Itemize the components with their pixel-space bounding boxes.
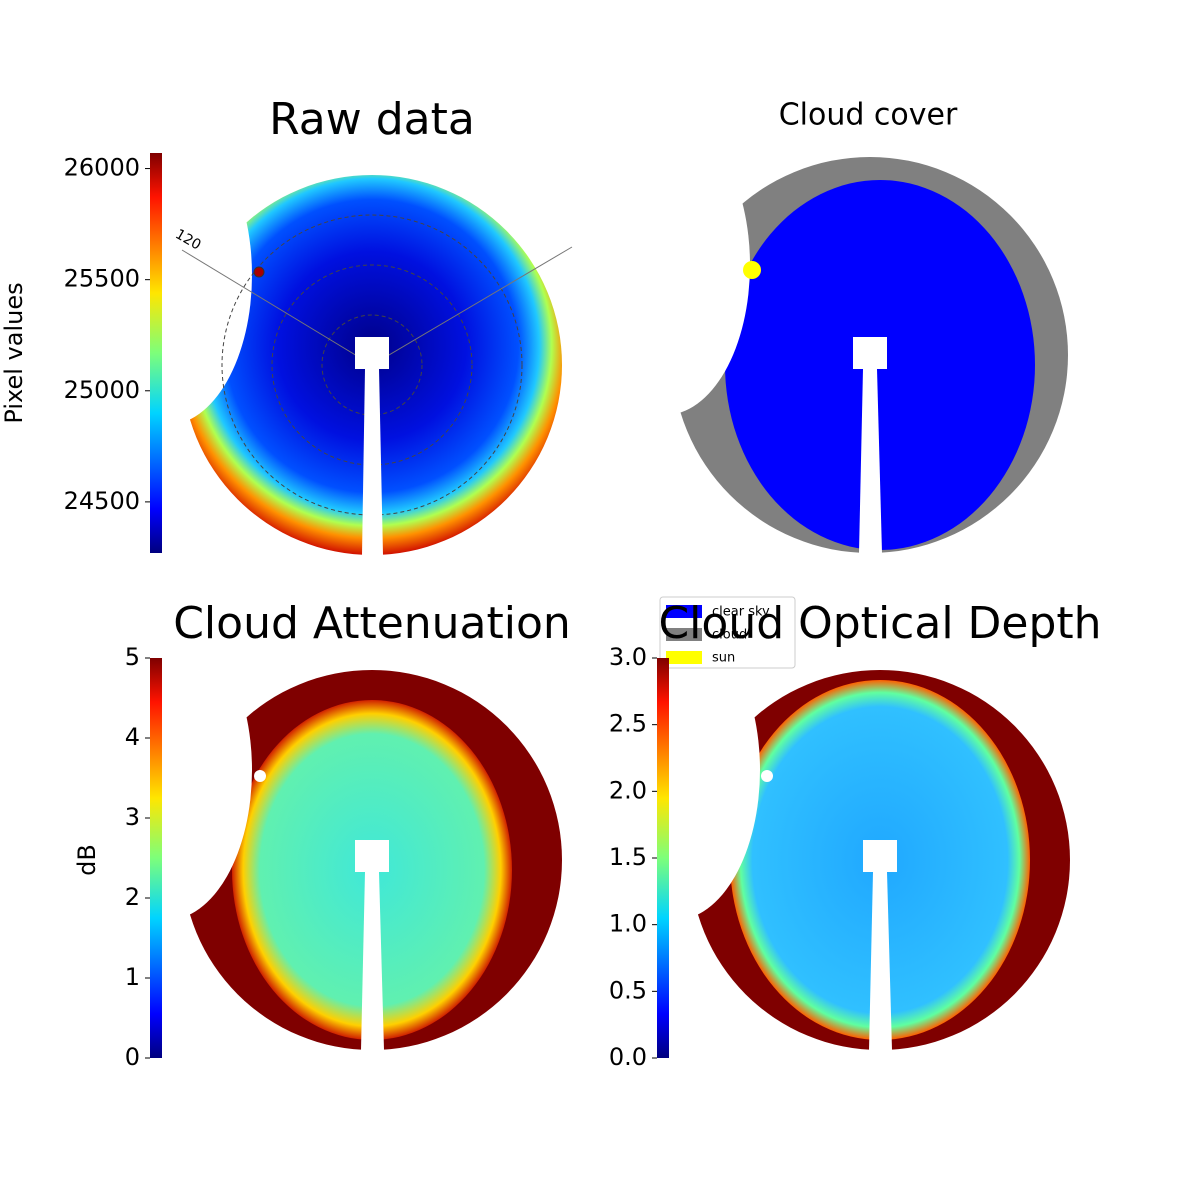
colorbar-tick-label: 1 (125, 963, 140, 991)
sky-image (82, 125, 573, 555)
legend-swatch (666, 605, 702, 618)
colorbar-tick-label: 3.0 (609, 643, 647, 671)
colorbar-tick-label: 24500 (64, 487, 140, 515)
optical-depth-image (590, 620, 1070, 1050)
colorbar-tick-label: 0 (125, 1043, 140, 1071)
legend-swatch (666, 651, 702, 664)
colorbar-tick-label: 0.5 (609, 976, 647, 1004)
colorbar-tick-label: 1.0 (609, 910, 647, 938)
colorbar-label: dB (73, 844, 101, 876)
colorbar-tick-label: 4 (125, 723, 140, 751)
legend-swatch (666, 628, 702, 641)
colorbar-tick-label: 2 (125, 883, 140, 911)
colorbar (657, 658, 669, 1058)
colorbar-tick-label: 26000 (64, 154, 140, 182)
legend-label: sun (712, 651, 735, 666)
cloud-mask-image (580, 115, 1068, 553)
chart-title: Cloud cover (779, 98, 958, 133)
attenuation-image (82, 620, 562, 1050)
chart-title: Cloud Attenuation (173, 598, 571, 649)
colorbar-tick-label: 2.5 (609, 710, 647, 738)
chart-title: Cloud Optical Depth (658, 598, 1101, 649)
colorbar-tick-label: 25000 (64, 376, 140, 404)
colorbar (150, 153, 162, 553)
colorbar-tick-label: 3 (125, 803, 140, 831)
colorbar-tick-label: 5 (125, 643, 140, 671)
colorbar (150, 658, 162, 1058)
colorbar-tick-label: 2.0 (609, 776, 647, 804)
colorbar-tick-label: 0.0 (609, 1043, 647, 1071)
legend-label: clear sky (712, 605, 770, 620)
legend-label: cloud (712, 628, 747, 643)
colorbar-tick-label: 1.5 (609, 843, 647, 871)
chart-title: Raw data (269, 94, 475, 145)
colorbar-label: Pixel values (0, 282, 28, 423)
colorbar-tick-label: 25500 (64, 265, 140, 293)
